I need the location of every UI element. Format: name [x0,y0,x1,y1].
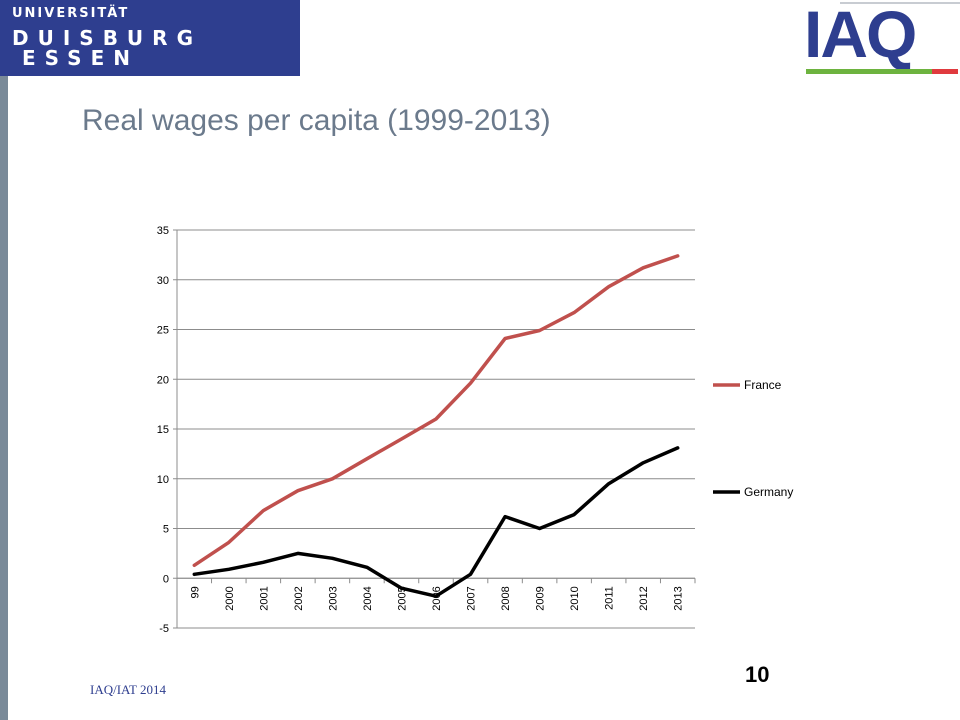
x-tick-label: 99 [189,586,201,598]
y-tick-label: 30 [157,275,169,287]
x-tick-label: 2009 [535,586,547,610]
university-logo-line1: UNIVERSITÄT [12,6,130,21]
iaq-logo: IAQ [800,0,960,80]
y-tick-label: -5 [159,623,169,635]
x-tick-label: 2004 [362,586,374,610]
iaq-logo-topline [840,2,960,4]
series-line-france [192,254,680,568]
iaq-logo-text: IAQ [804,0,917,71]
line-chart: 35 30 25 20 15 10 5 0 -5 99 2000 2001 2002 2003 2004 20… [157,225,794,635]
x-tick-label: 2010 [569,586,581,610]
y-tick-label: 15 [157,424,169,436]
x-tick-label: 2000 [224,586,236,610]
x-tick-label: 2002 [293,586,305,610]
x-tick-label: 2005 [396,586,408,610]
x-tick-label: 2008 [500,586,512,610]
y-tick-label: 25 [157,325,169,337]
slide-title: Real wages per capita (1999-2013) [82,104,551,137]
left-accent-bar [0,0,8,720]
series-line-germany [192,446,680,598]
footer-text: IAQ/IAT 2014 [90,682,166,697]
university-logo-line2: DUISBURG [12,26,202,50]
x-tick-label: 2001 [258,586,270,610]
page-number: 10 [745,662,770,687]
legend-label-france: France [744,378,782,392]
x-tick-label: 2012 [638,586,650,610]
y-tick-label: 0 [163,573,169,585]
iaq-logo-green-bar [806,69,932,74]
y-tick-label: 5 [163,524,169,536]
y-tick-label: 20 [157,374,169,386]
legend-label-germany: Germany [744,485,793,499]
x-tick-label: 2007 [466,586,478,610]
x-tick-label: 2011 [604,586,616,610]
university-logo: UNIVERSITÄT DUISBURG ESSEN [0,0,300,76]
university-logo-line3: ESSEN [22,46,139,70]
x-tick-label: 2006 [431,586,443,610]
y-tick-label: 10 [157,474,169,486]
iaq-logo-red-bar [932,69,958,74]
x-tick-label: 2003 [327,586,339,610]
y-tick-label: 35 [157,225,169,237]
x-tick-label: 2013 [673,586,685,610]
